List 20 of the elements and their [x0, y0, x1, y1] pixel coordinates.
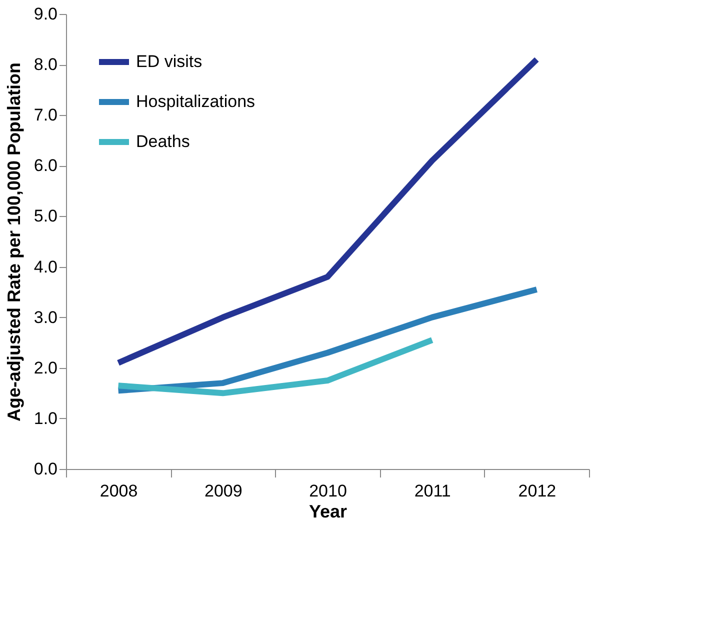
y-tick-label: 1.0	[34, 408, 58, 428]
x-tick-label: 2012	[518, 482, 556, 500]
y-tick-label: 9.0	[34, 4, 58, 24]
x-axis-title: Year	[308, 502, 348, 522]
x-tick-label: 2010	[309, 482, 347, 500]
y-tick-label: 8.0	[34, 55, 58, 74]
y-tick-label: 0.0	[34, 460, 58, 478]
y-tick-label: 2.0	[34, 358, 58, 378]
legend-label: Hospitalizations	[136, 92, 256, 111]
x-tick-label: 2008	[100, 482, 138, 500]
x-tick-label: 2009	[204, 482, 242, 500]
legend-label: Deaths	[136, 132, 190, 151]
y-tick-label: 4.0	[34, 257, 58, 276]
x-tick-label: 2011	[414, 482, 451, 500]
y-tick-label: 3.0	[34, 308, 58, 327]
y-axis-title: Age-adjusted Rate per 100,000 Population	[4, 62, 24, 422]
y-tick-label: 7.0	[34, 106, 58, 125]
legend-label: ED visits	[136, 52, 202, 71]
y-tick-label: 6.0	[34, 156, 58, 176]
y-tick-label: 5.0	[34, 206, 58, 226]
